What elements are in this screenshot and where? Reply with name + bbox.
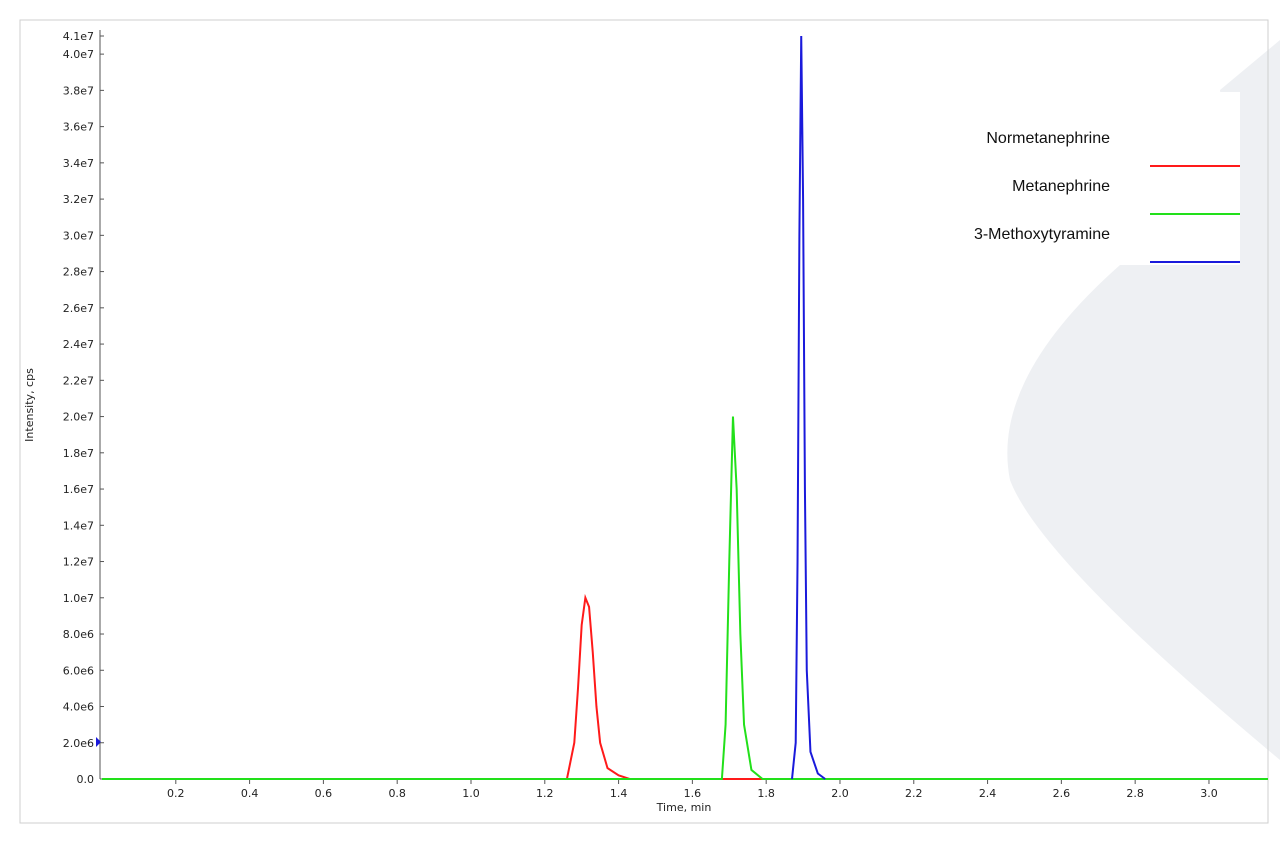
- y-tick-label: 1.0e7: [63, 592, 94, 605]
- y-tick-label: 6.0e6: [63, 664, 94, 677]
- legend-label: Normetanephrine: [986, 130, 1110, 147]
- x-tick-label: 1.8: [757, 787, 775, 800]
- y-tick-label: 1.2e7: [63, 556, 94, 569]
- x-tick-label: 2.0: [831, 787, 849, 800]
- y-tick-label: 3.6e7: [63, 121, 94, 134]
- y-tick-label: 4.1e7: [63, 30, 94, 43]
- y-tick-label: 3.2e7: [63, 193, 94, 206]
- y-tick-label: 1.4e7: [63, 519, 94, 532]
- x-tick-label: 2.6: [1053, 787, 1071, 800]
- y-tick-label: 0.0: [77, 773, 95, 786]
- series-line: [791, 35, 826, 780]
- x-tick-label: 1.6: [684, 787, 702, 800]
- x-tick-label: 1.4: [610, 787, 628, 800]
- frame: [19, 19, 1269, 824]
- x-tick-label: 2.4: [979, 787, 997, 800]
- series-line: [102, 416, 1268, 780]
- x-axis-label: Time, min: [656, 801, 712, 814]
- y-tick-label: 3.0e7: [63, 229, 94, 242]
- y-tick-label: 1.8e7: [63, 447, 94, 460]
- x-tick-label: 0.4: [241, 787, 259, 800]
- legend-label: 3-Methoxytyramine: [974, 226, 1110, 243]
- y-tick-label: 2.0e7: [63, 411, 94, 424]
- y-tick-label: 2.4e7: [63, 338, 94, 351]
- y-tick-label: 8.0e6: [63, 628, 94, 641]
- series-line: [102, 593, 1268, 780]
- x-tick-label: 3.0: [1200, 787, 1218, 800]
- x-tick-label: 1.0: [462, 787, 480, 800]
- y-tick-label: 2.2e7: [63, 374, 94, 387]
- y-tick-label: 4.0e7: [63, 48, 94, 61]
- axis-marker: [96, 737, 101, 747]
- legend-label: Metanephrine: [1012, 178, 1110, 195]
- x-tick-label: 0.8: [388, 787, 406, 800]
- y-tick-label: 2.6e7: [63, 302, 94, 315]
- x-tick-label: 2.8: [1126, 787, 1144, 800]
- y-tick-label: 4.0e6: [63, 701, 94, 714]
- y-tick-label: 2.8e7: [63, 266, 94, 279]
- y-axis-label: Intensity, cps: [23, 368, 36, 442]
- x-tick-label: 0.6: [315, 787, 333, 800]
- watermark-shape: [1007, 40, 1280, 760]
- y-tick-label: 2.0e6: [63, 737, 94, 750]
- x-tick-label: 2.2: [905, 787, 923, 800]
- y-tick-label: 3.4e7: [63, 157, 94, 170]
- x-tick-label: 0.2: [167, 787, 185, 800]
- legend-box: [940, 92, 1240, 264]
- x-tick-label: 1.2: [536, 787, 554, 800]
- y-tick-label: 1.6e7: [63, 483, 94, 496]
- y-tick-label: 3.8e7: [63, 84, 94, 97]
